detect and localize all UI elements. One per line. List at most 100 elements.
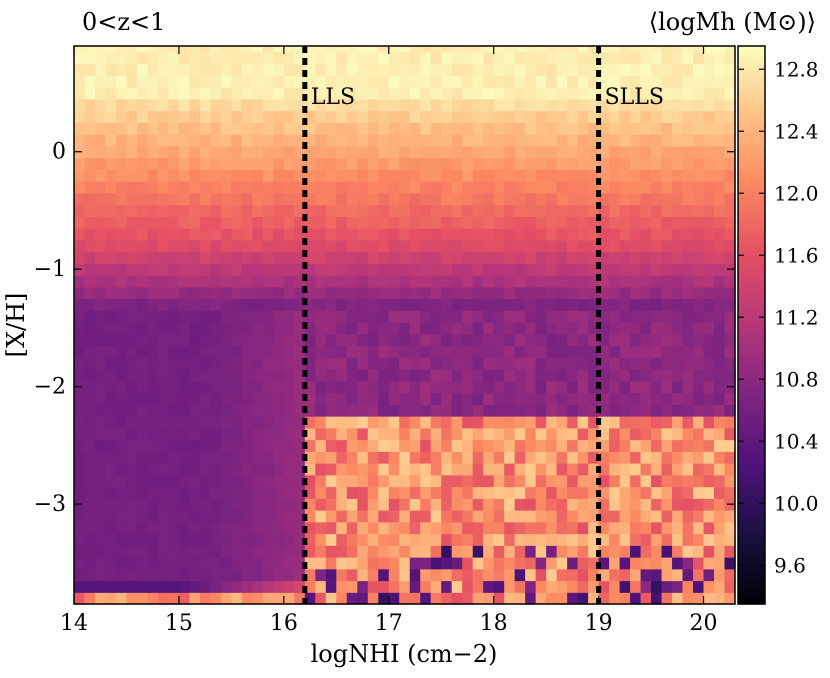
heatmap-cell: [714, 498, 726, 511]
heatmap-cell: [94, 357, 107, 370]
heatmap-cell: [367, 474, 379, 488]
heatmap-cell: [682, 51, 694, 65]
heatmap-cell: [472, 533, 484, 546]
heatmap-cell: [399, 216, 411, 229]
heatmap-cell: [157, 275, 170, 288]
heatmap-cell: [357, 275, 369, 288]
heatmap-cell: [514, 87, 526, 100]
heatmap-cell: [199, 181, 211, 194]
heatmap-cell: [199, 87, 211, 100]
heatmap-cell: [262, 192, 274, 206]
heatmap-cell: [84, 87, 96, 100]
heatmap-cell: [74, 345, 86, 358]
heatmap-cell: [430, 122, 442, 135]
heatmap-cell: [388, 521, 400, 535]
heatmap-cell: [325, 380, 337, 394]
heatmap-cell: [210, 157, 222, 170]
heatmap-cell: [640, 345, 652, 358]
heatmap-cell: [493, 592, 505, 605]
heatmap-cell: [325, 216, 337, 229]
heatmap-cell: [84, 333, 96, 347]
heatmap-cell: [630, 145, 642, 159]
heatmap-cell: [556, 228, 568, 241]
heatmap-cell: [378, 310, 390, 323]
heatmap-cell: [94, 580, 107, 593]
heatmap-cell: [220, 427, 232, 441]
heatmap-cell: [430, 228, 442, 241]
heatmap-cell: [619, 75, 631, 88]
heatmap-cell: [451, 216, 463, 229]
heatmap-cell: [441, 122, 453, 135]
heatmap-cell: [661, 333, 673, 347]
heatmap-cell: [189, 392, 201, 405]
heatmap-cell: [682, 380, 694, 394]
heatmap-cell: [546, 474, 558, 488]
heatmap-cell: [472, 134, 484, 147]
heatmap-cell: [630, 474, 642, 488]
heatmap-cell: [199, 392, 211, 405]
heatmap-cell: [241, 110, 253, 123]
heatmap-cell: [210, 357, 222, 370]
heatmap-cell: [546, 310, 558, 323]
heatmap-cell: [84, 439, 96, 452]
heatmap-cell: [168, 134, 180, 147]
heatmap-cell: [315, 263, 327, 276]
heatmap-cell: [367, 486, 379, 499]
heatmap-cell: [556, 568, 568, 582]
heatmap-cell: [315, 286, 327, 300]
heatmap-cell: [703, 486, 715, 499]
heatmap-cell: [420, 557, 432, 570]
heatmap-cell: [74, 181, 86, 194]
heatmap-cell: [472, 110, 484, 123]
heatmap-cell: [357, 251, 369, 264]
heatmap-cell: [493, 251, 505, 264]
heatmap-cell: [724, 181, 736, 194]
heatmap-cell: [378, 439, 390, 452]
heatmap-cell: [609, 51, 621, 65]
heatmap-cell: [588, 498, 600, 511]
heatmap-cell: [157, 427, 170, 441]
heatmap-cell: [504, 545, 516, 558]
heatmap-cell: [609, 110, 621, 123]
heatmap-cell: [231, 63, 243, 76]
heatmap-cell: [504, 310, 516, 323]
heatmap-cell: [241, 369, 253, 382]
colorbar-segment: [738, 245, 765, 252]
heatmap-cell: [168, 51, 180, 65]
heatmap-cell: [703, 557, 715, 570]
heatmap-cell: [598, 181, 610, 194]
heatmap-cell: [178, 192, 191, 206]
heatmap-cell: [483, 46, 495, 53]
heatmap-cell: [294, 51, 306, 65]
heatmap-cell: [483, 592, 495, 605]
heatmap-cell: [199, 122, 211, 135]
heatmap-cell: [682, 298, 694, 311]
heatmap-cell: [504, 216, 516, 229]
heatmap-cell: [567, 463, 579, 476]
heatmap-cell: [325, 463, 337, 476]
heatmap-cell: [430, 134, 442, 147]
heatmap-cell: [672, 333, 684, 347]
heatmap-cell: [84, 533, 96, 546]
colorbar-segment: [738, 166, 765, 173]
heatmap-cell: [241, 380, 253, 394]
heatmap-cell: [157, 451, 170, 464]
heatmap-cell: [619, 310, 631, 323]
heatmap-cell: [105, 216, 117, 229]
heatmap-cell: [105, 51, 117, 65]
heatmap-cell: [136, 63, 149, 76]
x-tick-label: 17: [375, 611, 403, 636]
heatmap-cell: [703, 521, 715, 535]
heatmap-cell: [598, 474, 610, 488]
heatmap-cell: [493, 51, 505, 65]
heatmap-cell: [630, 333, 642, 347]
heatmap-cell: [189, 46, 201, 53]
heatmap-cell: [336, 369, 348, 382]
colorbar-segment: [738, 422, 765, 428]
heatmap-cell: [672, 322, 684, 335]
heatmap-cell: [661, 298, 673, 311]
heatmap-cell: [157, 239, 170, 253]
heatmap-cell: [661, 568, 673, 582]
heatmap-cell: [367, 110, 379, 123]
heatmap-cell: [189, 263, 201, 276]
